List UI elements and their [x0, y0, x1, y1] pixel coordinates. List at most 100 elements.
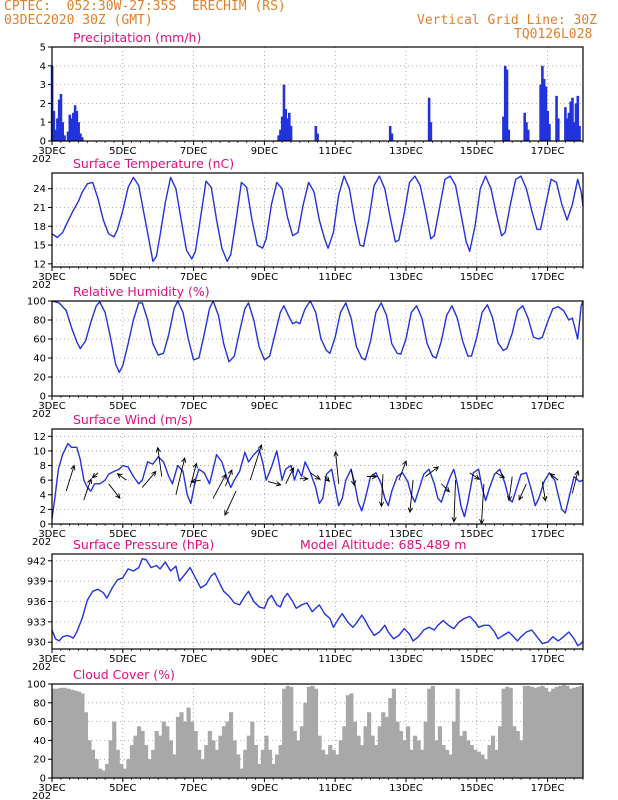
wind-xtick-label: 11DEC — [318, 529, 352, 540]
cloud-bar — [345, 695, 350, 778]
cloud-bar — [105, 763, 110, 778]
cloud-bar — [402, 740, 407, 778]
rh-xtick-label: 17DEC — [531, 401, 565, 412]
cloud-bar — [140, 731, 145, 778]
cloud-xtick-label: 15DEC — [460, 783, 494, 794]
cloud-bar — [441, 745, 446, 778]
temp-xtick-label: 15DEC — [460, 272, 494, 283]
precip-bar — [564, 107, 567, 141]
precip-xtick-label: 13DEC — [389, 146, 423, 157]
wind-xtick-label: 5DEC — [109, 529, 136, 540]
cloud-bar — [306, 686, 312, 778]
precip-bar — [77, 122, 80, 141]
precip-bar — [52, 110, 56, 141]
cloud-bar — [342, 726, 347, 778]
wind-arrow — [190, 478, 201, 484]
cloud-bar — [83, 712, 88, 778]
cloud-bar — [321, 749, 326, 778]
precip-bar — [61, 122, 65, 141]
cloud-bar — [554, 686, 559, 778]
cloud-bar — [253, 745, 258, 778]
cloud-bar — [536, 686, 542, 778]
precip-bar — [569, 101, 573, 141]
rh-xtick-label: 13DEC — [389, 401, 423, 412]
cloud-bar — [66, 688, 71, 778]
cloud-bar — [257, 763, 262, 778]
cloud-bar — [533, 687, 538, 778]
wind-arrow — [469, 472, 481, 480]
cloud-bar — [282, 688, 287, 778]
temp-ytick-label: 24 — [33, 184, 46, 195]
precip-bar — [565, 118, 569, 141]
precip-bar — [54, 129, 57, 141]
cloud-bar — [444, 749, 450, 778]
cloud-bar — [568, 688, 573, 778]
cloud-bar — [186, 707, 191, 778]
cloud-bar — [575, 686, 581, 778]
cloud-bar — [388, 698, 393, 778]
precip-bar — [287, 112, 291, 141]
cloud-bar — [420, 749, 425, 778]
precip-bar — [314, 125, 318, 141]
rh-ytick-label: 80 — [33, 316, 46, 327]
cloud-bar — [62, 687, 67, 778]
wind-xtick-label: 17DEC — [531, 529, 565, 540]
cloud-bar — [204, 745, 209, 778]
cloud-bar — [490, 735, 496, 778]
precip-xtick-label: 7DEC — [180, 146, 207, 157]
cloud-bar — [370, 735, 375, 778]
cloud-bar — [349, 693, 354, 778]
cloud-bar — [505, 686, 510, 778]
wind-arrow — [116, 473, 127, 481]
cloud-bar — [317, 735, 322, 778]
precip-xtick-label: 5DEC — [109, 146, 136, 157]
cloud-bar — [508, 687, 513, 778]
cloud-bar — [459, 735, 464, 778]
cloud-bar — [409, 749, 414, 778]
precip-bar — [539, 84, 542, 141]
cloud-bar — [69, 689, 74, 778]
wind-arrow — [350, 469, 357, 487]
cloud-ytick-label: 80 — [33, 698, 46, 709]
cloud-bar — [232, 740, 237, 778]
cloud-bar — [243, 749, 248, 778]
cloud-bar — [515, 731, 520, 778]
pressure-xtick-label: 15DEC — [460, 654, 494, 665]
cloud-bar — [267, 749, 273, 778]
pressure-panel — [48, 553, 584, 653]
wind-arrow — [518, 483, 527, 501]
wind-arrow — [91, 472, 99, 479]
pressure-xtick-label: 7DEC — [180, 654, 207, 665]
wind-arrow — [212, 473, 227, 499]
rh-ytick-label: 20 — [33, 373, 46, 384]
pressure-xtick-label: 9DEC — [251, 654, 278, 665]
cloud-bar — [547, 691, 552, 778]
rh-xtick-label: 7DEC — [180, 401, 207, 412]
cloud-bar — [540, 685, 545, 778]
cloud-bar — [367, 712, 372, 778]
wind-ytick-label: 2 — [40, 505, 46, 516]
cloud-bar — [175, 716, 181, 778]
precip-bar — [578, 125, 581, 141]
rh-year-fragment: 202 — [32, 409, 51, 420]
cloud-bar — [299, 726, 304, 778]
precip-bar — [507, 129, 511, 141]
cloud-bar — [572, 687, 577, 778]
precip-bar — [289, 125, 293, 141]
cloud-bar — [480, 754, 485, 778]
cloud-bar — [558, 685, 563, 778]
temp-xtick-label: 17DEC — [531, 272, 565, 283]
precip-bar — [576, 95, 580, 141]
cloud-bar — [324, 754, 329, 778]
wind-arrow — [333, 450, 340, 484]
precip-bar — [541, 65, 544, 141]
cloud-bar — [229, 712, 234, 778]
cloud-bar — [168, 740, 173, 778]
precip-bar — [279, 129, 282, 141]
temp-xtick-label: 5DEC — [109, 272, 136, 283]
precip-bar — [316, 133, 319, 141]
cloud-bar — [427, 688, 432, 778]
wind-title: Surface Wind (m/s) — [73, 412, 193, 427]
cloud-bar — [494, 749, 499, 778]
cloud-bar — [211, 740, 216, 778]
